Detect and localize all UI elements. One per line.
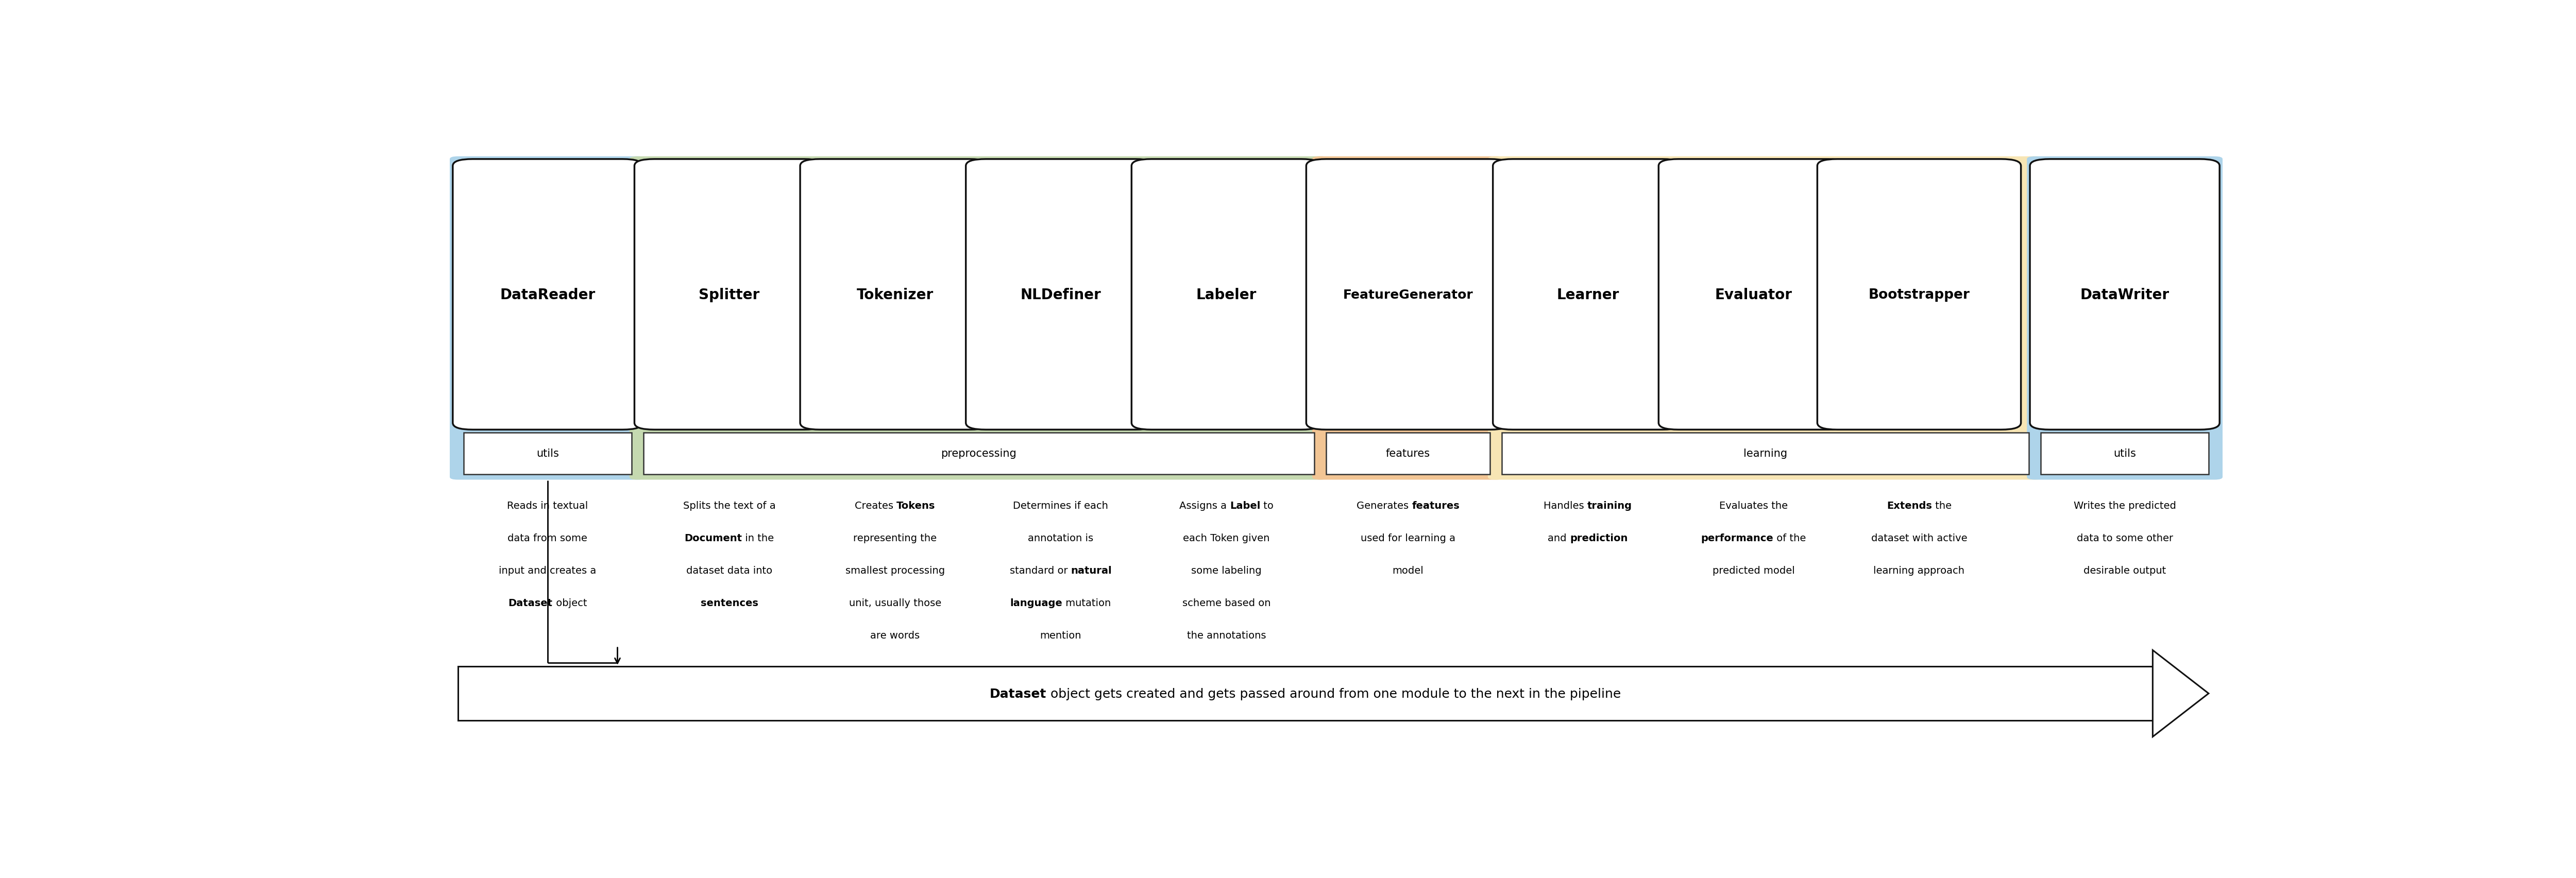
FancyBboxPatch shape [629,157,1329,480]
Text: Document: Document [685,533,742,543]
Text: smallest processing: smallest processing [845,565,945,576]
Text: Splitter: Splitter [698,287,760,302]
Text: performance: performance [1700,533,1772,543]
Text: object gets created and gets passed around from one module to the next in the pi: object gets created and gets passed arou… [1046,687,1620,700]
FancyBboxPatch shape [644,433,1314,474]
FancyBboxPatch shape [801,160,989,430]
Text: predicted model: predicted model [1713,565,1795,576]
Text: training: training [1587,500,1633,511]
Text: unit, usually those: unit, usually those [850,598,940,608]
FancyBboxPatch shape [453,160,641,430]
Text: Label: Label [1229,500,1260,511]
Text: standard or: standard or [1010,565,1072,576]
Text: Learner: Learner [1556,287,1618,302]
FancyBboxPatch shape [966,160,1157,430]
Text: annotation is: annotation is [1028,533,1092,543]
Text: language: language [1010,598,1064,608]
Text: of the: of the [1772,533,1806,543]
Text: Splits the text of a: Splits the text of a [683,500,775,511]
FancyBboxPatch shape [464,433,631,474]
FancyBboxPatch shape [1659,160,1847,430]
FancyBboxPatch shape [2027,157,2223,480]
Text: Evaluator: Evaluator [1716,287,1793,302]
FancyBboxPatch shape [1327,433,1489,474]
FancyBboxPatch shape [634,160,824,430]
Text: Labeler: Labeler [1195,287,1257,302]
Text: Creates: Creates [855,500,896,511]
Text: preprocessing: preprocessing [940,449,1018,458]
Text: input and creates a: input and creates a [500,565,598,576]
Text: mutation: mutation [1064,598,1110,608]
Text: Assigns a: Assigns a [1180,500,1229,511]
Text: features: features [1412,500,1461,511]
FancyBboxPatch shape [1816,160,2022,430]
FancyBboxPatch shape [1494,160,1682,430]
Text: prediction: prediction [1569,533,1628,543]
Text: Bootstrapper: Bootstrapper [1868,288,1971,301]
Text: features: features [1386,449,1430,458]
Text: scheme based on: scheme based on [1182,598,1270,608]
Text: Tokens: Tokens [896,500,935,511]
Text: each Token given: each Token given [1182,533,1270,543]
FancyBboxPatch shape [451,157,647,480]
Text: model: model [1394,565,1425,576]
FancyBboxPatch shape [1502,433,2030,474]
Text: learning approach: learning approach [1873,565,1965,576]
Text: mention: mention [1041,630,1082,640]
Text: to: to [1260,500,1273,511]
Text: some labeling: some labeling [1190,565,1262,576]
Text: dataset data into: dataset data into [685,565,773,576]
Text: learning: learning [1744,449,1788,458]
Text: DataWriter: DataWriter [2081,287,2169,302]
Text: Evaluates the: Evaluates the [1718,500,1788,511]
Text: natural: natural [1072,565,1113,576]
Text: used for learning a: used for learning a [1360,533,1455,543]
Text: in the: in the [742,533,775,543]
Text: Determines if each: Determines if each [1012,500,1108,511]
Text: Handles: Handles [1543,500,1587,511]
Text: utils: utils [536,449,559,458]
Text: representing the: representing the [853,533,938,543]
Text: NLDefiner: NLDefiner [1020,287,1100,302]
FancyBboxPatch shape [2040,433,2208,474]
Text: desirable output: desirable output [2084,565,2166,576]
Text: Dataset: Dataset [989,687,1046,700]
Polygon shape [2154,651,2208,737]
Bar [459,666,2154,721]
FancyBboxPatch shape [2030,160,2221,430]
Text: are words: are words [871,630,920,640]
Text: Generates: Generates [1358,500,1412,511]
FancyBboxPatch shape [1311,157,1504,480]
FancyBboxPatch shape [1489,157,2043,480]
Text: the annotations: the annotations [1188,630,1265,640]
Text: Writes the predicted: Writes the predicted [2074,500,2177,511]
Text: data to some other: data to some other [2076,533,2174,543]
Text: object: object [554,598,587,608]
Text: Reads in textual: Reads in textual [507,500,587,511]
Text: dataset with active: dataset with active [1870,533,1968,543]
Text: utils: utils [2112,449,2136,458]
Text: data from some: data from some [507,533,587,543]
Text: the: the [1932,500,1953,511]
FancyBboxPatch shape [1306,160,1510,430]
Text: FeatureGenerator: FeatureGenerator [1342,289,1473,301]
Text: and: and [1548,533,1569,543]
Text: sentences: sentences [701,598,757,608]
Text: Dataset: Dataset [507,598,554,608]
Text: DataReader: DataReader [500,287,595,302]
Text: Tokenizer: Tokenizer [855,287,933,302]
FancyBboxPatch shape [1131,160,1321,430]
Text: Extends: Extends [1886,500,1932,511]
